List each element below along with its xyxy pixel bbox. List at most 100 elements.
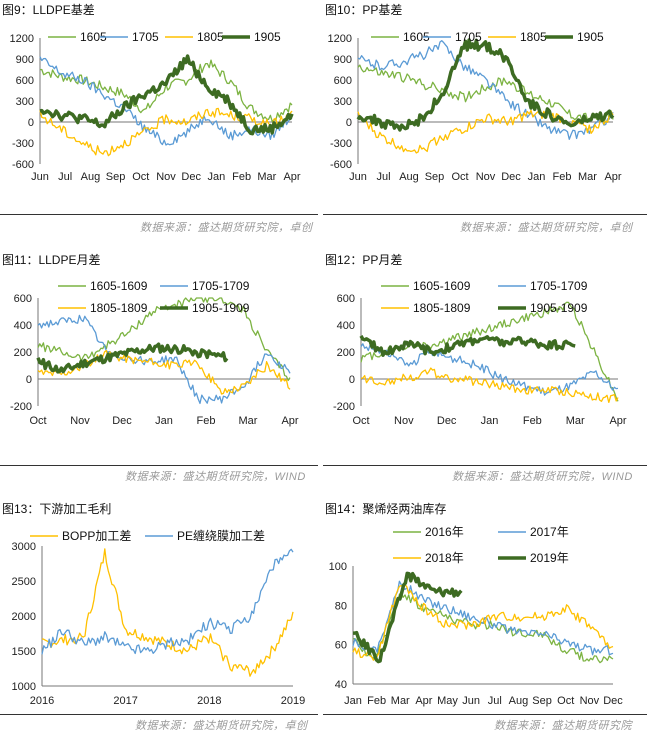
source-note: 数据来源：盛达期货研究院，WIND (452, 471, 633, 483)
x-tick-label: Nov (156, 171, 176, 183)
chart-title-14: 图14：聚烯烃两油库存 (325, 502, 447, 516)
chart-lldpe-spread: 600 400 200 0 -200 Oct Nov Dec Jan Feb Mar Apr 1605-… (10, 279, 299, 427)
source-note: 数据来源：盛达期货研究院，卓创 (140, 222, 313, 234)
legend-label: 1905-1909 (530, 301, 588, 315)
legend-label: 1605 (80, 30, 107, 44)
source-note: 数据来源：盛达期货研究院，卓创 (460, 222, 633, 234)
y-tick-label: 200 (14, 347, 32, 359)
x-tick-label: 2017 (113, 695, 137, 707)
y-tick-label: 900 (16, 54, 34, 66)
divider (323, 214, 647, 215)
series-line (357, 64, 614, 122)
y-tick-label: -200 (333, 401, 355, 413)
x-tick-label: Dec (437, 415, 457, 427)
x-tick-label: Nov (70, 415, 90, 427)
x-tick-label: Feb (367, 695, 386, 707)
legend-label: 1905 (577, 30, 604, 44)
legend-label: 1605 (403, 30, 430, 44)
x-tick-label: 2019 (281, 695, 305, 707)
x-tick-label: Jul (488, 695, 502, 707)
x-tick-label: Feb (232, 171, 251, 183)
legend-label: 1805-1809 (413, 301, 471, 315)
y-tick-label: 600 (337, 293, 355, 305)
x-tick-label: Mar (566, 415, 585, 427)
x-tick-label: Mar (239, 415, 258, 427)
y-tick-label: 200 (337, 347, 355, 359)
series-line (41, 548, 294, 677)
legend-label: 1805 (520, 30, 547, 44)
divider (323, 714, 647, 715)
series-line (39, 107, 293, 157)
chart-title-11: 图11：LLDPE月差 (2, 253, 101, 267)
x-tick-label: Oct (132, 171, 149, 183)
y-tick-label: 1200 (328, 33, 352, 45)
legend-label: 1705 (132, 30, 159, 44)
legend-label: 2016年 (425, 525, 464, 539)
x-tick-label: Nov (394, 415, 414, 427)
y-tick-label: 1000 (12, 681, 36, 693)
y-tick-label: 600 (334, 75, 352, 87)
series-line (41, 548, 294, 655)
legend-label: 1705-1709 (192, 279, 250, 293)
x-tick-label: Jan (155, 415, 173, 427)
x-tick-label: Oct (557, 695, 574, 707)
y-tick-label: 0 (346, 117, 352, 129)
x-tick-label: 2016 (30, 695, 54, 707)
x-tick-label: Nov (580, 695, 600, 707)
x-tick-label: Sep (106, 171, 126, 183)
y-tick-label: -300 (12, 138, 34, 150)
series-line (352, 583, 614, 661)
x-tick-label: Jun (349, 171, 367, 183)
series-line (37, 349, 291, 395)
series-line (356, 38, 615, 132)
x-tick-label: Mar (257, 171, 276, 183)
x-tick-label: Mar (391, 695, 410, 707)
divider (0, 714, 318, 715)
y-tick-label: 300 (334, 96, 352, 108)
chart-downstream-margin: 3000 2500 2000 1500 1000 2016 2017 2018 2019 BOPP… (12, 528, 306, 707)
x-tick-label: Aug (399, 171, 419, 183)
x-tick-label: Apr (281, 415, 298, 427)
y-tick-label: 80 (335, 600, 347, 612)
y-tick-label: 40 (335, 679, 347, 691)
x-tick-label: Mar (578, 171, 597, 183)
x-tick-label: Feb (197, 415, 216, 427)
x-tick-label: Jul (58, 171, 72, 183)
chart-title-9: 图9：LLDPE基差 (2, 3, 95, 17)
legend-label: 1805 (197, 30, 224, 44)
y-tick-label: -300 (330, 138, 352, 150)
y-tick-label: -600 (330, 159, 352, 171)
legend-label: 1905 (254, 30, 281, 44)
x-tick-label: Dec (112, 415, 132, 427)
legend-label: 2019年 (530, 551, 569, 565)
y-tick-label: 1500 (12, 646, 36, 658)
chart-polyolefin-inventory: 100 80 60 40 Jan Feb Mar Apr May Jun Jul Aug Sep Oct N… (329, 525, 624, 707)
x-tick-label: Jan (481, 415, 499, 427)
x-tick-label: Apr (609, 415, 626, 427)
x-tick-label: Jun (462, 695, 480, 707)
x-tick-label: Sep (425, 171, 445, 183)
x-tick-label: Aug (81, 171, 101, 183)
series-line (360, 367, 619, 404)
y-tick-label: 0 (349, 374, 355, 386)
y-tick-label: -200 (10, 401, 32, 413)
x-tick-label: Jan (208, 171, 226, 183)
x-tick-label: Sep (532, 695, 552, 707)
series-line (360, 343, 619, 396)
y-tick-label: 0 (26, 374, 32, 386)
legend-label: 1605-1609 (90, 279, 148, 293)
x-tick-label: Apr (604, 171, 621, 183)
x-tick-label: Jan (528, 171, 546, 183)
divider (0, 465, 318, 466)
x-tick-label: Apr (415, 695, 432, 707)
legend-label: 2017年 (530, 525, 569, 539)
y-tick-label: 100 (329, 561, 347, 573)
x-tick-label: Jul (376, 171, 390, 183)
legend-label: 2018年 (425, 551, 464, 565)
legend-label: BOPP加工差 (62, 529, 131, 543)
x-tick-label: Oct (451, 171, 468, 183)
legend-label: 1605-1609 (413, 279, 471, 293)
y-tick-label: 1200 (10, 33, 34, 45)
divider (0, 214, 318, 215)
